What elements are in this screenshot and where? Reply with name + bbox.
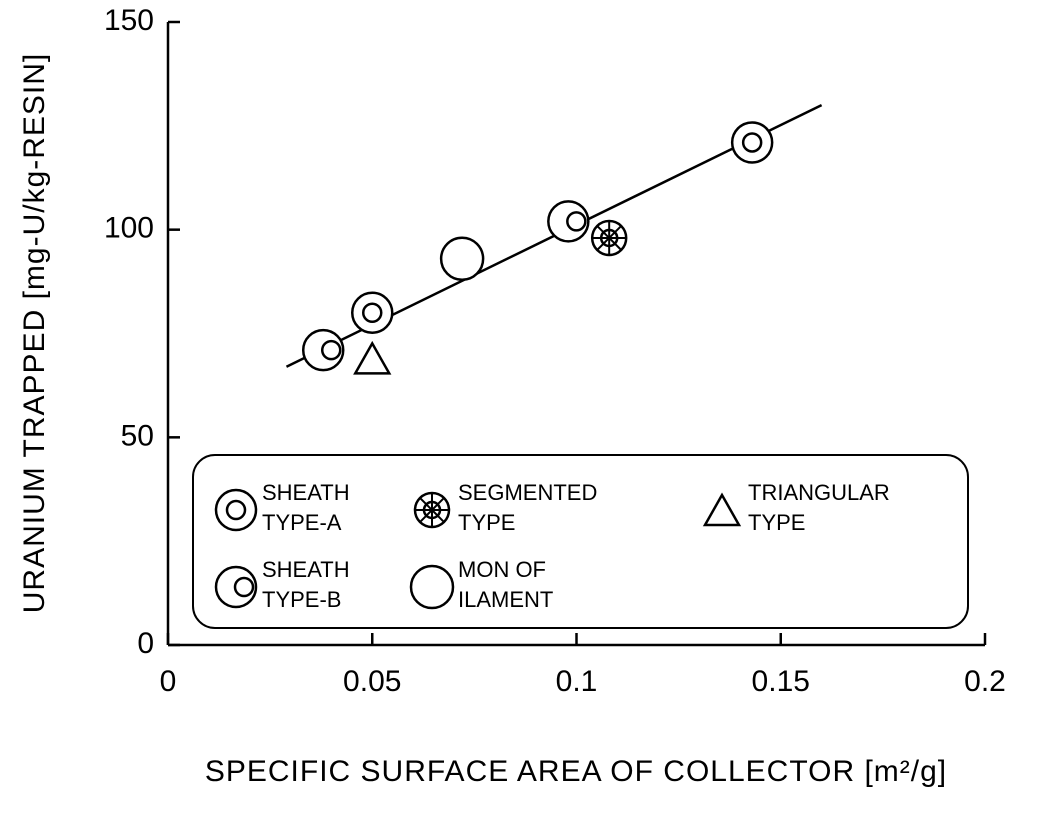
legend-label: TYPE <box>748 510 805 535</box>
legend-label: SHEATH <box>262 480 350 505</box>
marker-inner <box>362 302 383 323</box>
marker-inner <box>422 500 442 520</box>
legend-label: TYPE-B <box>262 587 341 612</box>
legend-label: TYPE <box>458 510 515 535</box>
y-tick-label: 50 <box>121 419 154 452</box>
marker <box>730 121 774 164</box>
marker-triangle <box>353 340 392 375</box>
legend-symbol <box>702 492 742 527</box>
y-tick-label: 100 <box>104 212 154 245</box>
legend-symbol <box>214 565 258 609</box>
marker <box>353 340 392 375</box>
legend-label: TRIANGULAR <box>748 480 890 505</box>
marker-outer <box>409 564 455 610</box>
legend-label: ILAMENT <box>458 587 553 612</box>
x-tick-label: 0.2 <box>964 665 1006 698</box>
marker <box>547 200 590 243</box>
legend-label: SEGMENTED <box>458 480 597 505</box>
marker-inner <box>233 576 255 598</box>
marker <box>351 291 394 334</box>
x-tick-label: 0.1 <box>556 665 598 698</box>
x-tick-label: 0.05 <box>343 665 401 698</box>
marker-inner <box>741 132 763 153</box>
legend-label: SHEATH <box>262 557 350 582</box>
y-axis-label: URANIUM TRAPPED [mg-U/kg-RESIN] <box>18 53 51 614</box>
marker <box>590 219 628 257</box>
legend-label: TYPE-A <box>262 510 342 535</box>
y-tick-label: 150 <box>104 4 154 37</box>
marker-triangle <box>702 492 742 527</box>
marker-inner <box>320 339 342 361</box>
marker-inner <box>225 499 247 521</box>
legend-symbol <box>214 488 258 532</box>
legend-symbol <box>413 491 451 529</box>
x-tick-label: 0 <box>160 665 177 698</box>
marker-inner <box>599 228 619 248</box>
marker <box>301 328 345 372</box>
marker-outer <box>439 236 485 281</box>
legend-label: MON OF <box>458 557 546 582</box>
legend-symbol <box>409 564 455 610</box>
y-tick-label: 0 <box>137 627 154 660</box>
marker <box>439 236 485 281</box>
legend-box <box>192 454 969 629</box>
x-tick-label: 0.15 <box>752 665 810 698</box>
x-axis-label: SPECIFIC SURFACE AREA OF COLLECTOR [m²/g… <box>205 755 947 788</box>
marker-inner <box>566 211 587 232</box>
